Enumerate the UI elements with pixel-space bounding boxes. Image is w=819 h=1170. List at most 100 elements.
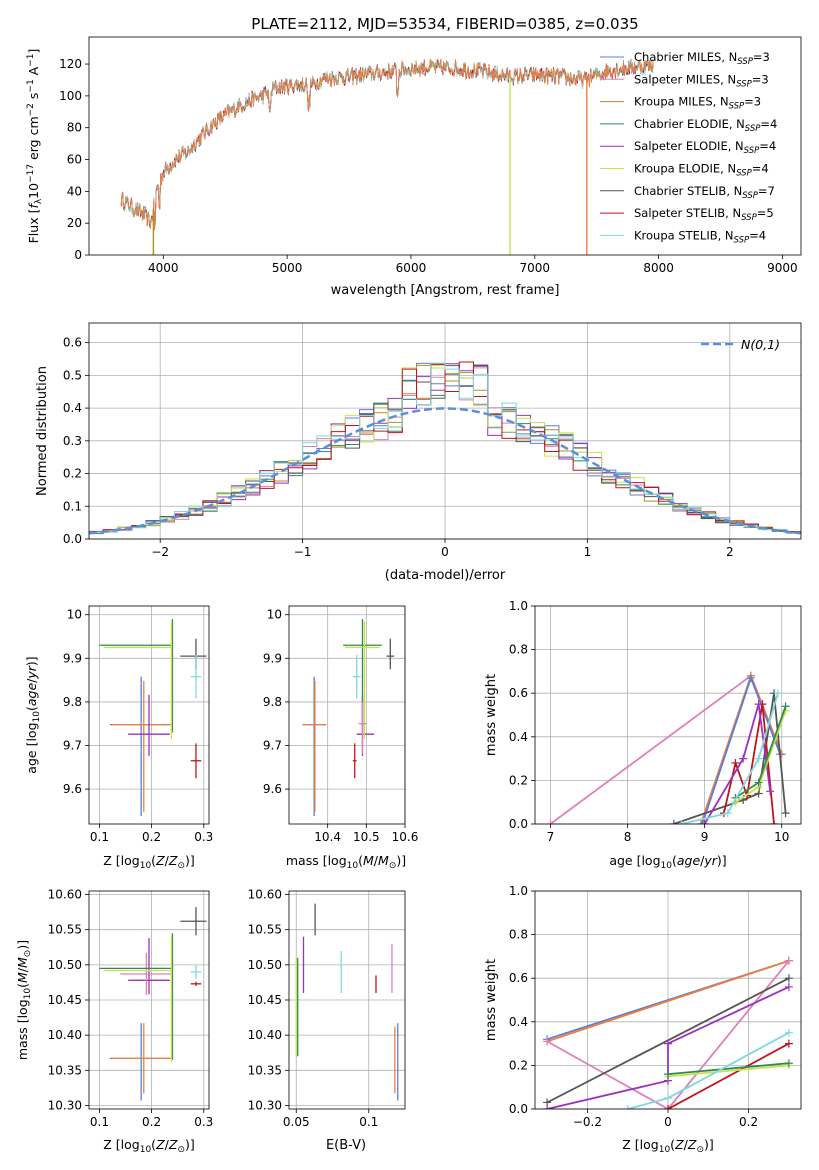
data-point [664, 1070, 672, 1079]
x-tick-label: 4000 [148, 261, 179, 275]
series-line [681, 692, 779, 824]
x-tick-label: 0.2 [142, 830, 161, 844]
y-tick-label: 20 [67, 216, 82, 230]
y-tick-label: 10.35 [248, 1063, 282, 1077]
y-tick-label: 9.9 [63, 651, 82, 665]
histogram-series [89, 362, 801, 539]
x-tick-label: 8000 [643, 261, 674, 275]
panel-age_vs_Z: 0.1 0.2 0.3 9.6 9.7 9.8 9.9 10 Z [log10(Z/Z⊙)] ag… [24, 605, 213, 871]
y-tick-label: 0 [74, 248, 82, 262]
legend-label: Kroupa MILES, NSSP=3 [634, 95, 761, 112]
plot-area [99, 907, 207, 1101]
data-point [784, 1039, 793, 1048]
panel-mass_vs_Z: 0.1 0.2 0.3 10.30 10.35 10.40 10.45 10.50 10.55 1… [15, 888, 213, 1155]
spectrum-line [120, 58, 654, 231]
y-tick-label: 0.1 [63, 499, 82, 513]
data-point [664, 1105, 672, 1109]
y-tick-label: 0.8 [509, 643, 528, 657]
axes-frame [88, 890, 210, 1110]
data-point [543, 1037, 552, 1046]
x-axis-label: age [log10(age/yr)] [609, 853, 726, 871]
x-tick-label: 9 [701, 830, 709, 844]
x-tick-label: 0.3 [194, 1115, 213, 1129]
y-tick-label: 9.8 [263, 695, 282, 709]
x-tick-label: 0.2 [739, 1115, 758, 1129]
y-tick-label: 0.2 [509, 773, 528, 787]
x-axis-label: mass [log10(M/M⊙)] [286, 853, 406, 871]
y-tick-label: 0.8 [509, 928, 528, 942]
x-tick-label: 0.3 [194, 830, 213, 844]
y-tick-label: 9.7 [63, 739, 82, 753]
y-tick-label: 0.5 [63, 368, 82, 382]
y-tick-label: 60 [67, 153, 82, 167]
y-tick-label: 10.40 [248, 1028, 282, 1042]
legend-label: Chabrier ELODIE, NSSP=4 [634, 117, 777, 134]
y-axis-label: Normed distribution [35, 366, 50, 496]
y-tick-label: 9.9 [263, 651, 282, 665]
data-point [773, 689, 782, 698]
y-tick-label: 10.40 [48, 1028, 82, 1042]
y-tick-label: 10.35 [48, 1063, 82, 1077]
x-tick-label: 8 [624, 830, 632, 844]
y-tick-label: 9.6 [63, 782, 82, 796]
plot-area [302, 619, 395, 817]
data-point [731, 758, 740, 767]
series-line [667, 1064, 789, 1078]
y-tick-label: 10.55 [248, 923, 282, 937]
y-axis-label: age [log10(age/yr)] [24, 656, 42, 773]
data-point [784, 982, 793, 991]
y-tick-label: 0.4 [509, 730, 528, 744]
x-axis-label: wavelength [Angstrom, rest frame] [331, 283, 560, 298]
data-point [746, 673, 755, 682]
y-tick-label: 0.6 [509, 686, 528, 700]
y-tick-label: 0.4 [63, 401, 82, 415]
series-line [667, 1062, 789, 1075]
x-tick-label: 0.1 [359, 1115, 378, 1129]
y-tick-label: 0.4 [509, 1015, 528, 1029]
data-point [696, 820, 705, 824]
legend-label: Salpeter ELODIE, NSSP=4 [634, 139, 776, 156]
axes-frame [88, 605, 210, 825]
panel-mass_vs_ebv: 0.05 0.1 10.30 10.35 10.40 10.45 10.50 10.55 10.… [248, 888, 406, 1153]
y-tick-label: 0.0 [509, 1102, 528, 1116]
data-point [784, 974, 793, 983]
series-line [546, 960, 790, 1109]
plot-area [543, 956, 793, 1109]
y-tick-label: 80 [67, 121, 82, 135]
y-axis-label: mass weight [484, 959, 499, 1041]
data-point [784, 1059, 793, 1068]
panel-residuals: −2 −1 0 1 2 0.0 0.1 0.2 0.3 0.4 0.5 0.6 N(0,1) (data-… [35, 322, 802, 583]
histogram-series [89, 361, 801, 539]
series-line [546, 959, 790, 1043]
x-axis-label: Z [log10(Z/Z⊙)] [622, 1137, 714, 1155]
y-tick-label: 10.50 [248, 958, 282, 972]
x-tick-label: 1 [584, 545, 592, 559]
data-point [723, 809, 732, 818]
y-tick-label: 10.55 [48, 923, 82, 937]
series-line [549, 674, 783, 824]
data-point [754, 754, 763, 763]
x-tick-label: 10.5 [353, 830, 380, 844]
x-tick-label: 0 [664, 1115, 672, 1129]
legend-label: Kroupa STELIB, NSSP=4 [634, 228, 766, 245]
x-tick-label: 5000 [272, 261, 303, 275]
panel-age_vs_mass: 10.4 10.5 10.6 9.6 9.7 9.8 9.9 10 mass [log10(M/… [263, 605, 418, 871]
data-point [700, 820, 709, 824]
y-tick-label: 0.6 [509, 971, 528, 985]
y-tick-label: 0.0 [63, 532, 82, 546]
y-tick-label: 10.45 [248, 993, 282, 1007]
data-point [766, 787, 775, 796]
y-axis-label: mass weight [484, 674, 499, 756]
axes-frame [88, 322, 802, 540]
x-tick-label: 2 [726, 545, 734, 559]
legend-label: Chabrier STELIB, NSSP=7 [634, 184, 775, 201]
legend-label: Kroupa ELODIE, NSSP=4 [634, 162, 769, 179]
y-tick-label: 9.7 [263, 739, 282, 753]
plot-area [89, 361, 801, 539]
x-tick-label: 10 [774, 830, 789, 844]
plot-area [546, 671, 790, 824]
x-tick-label: 10.4 [314, 830, 341, 844]
axes-frame [534, 605, 802, 825]
y-tick-label: 10 [267, 608, 282, 622]
